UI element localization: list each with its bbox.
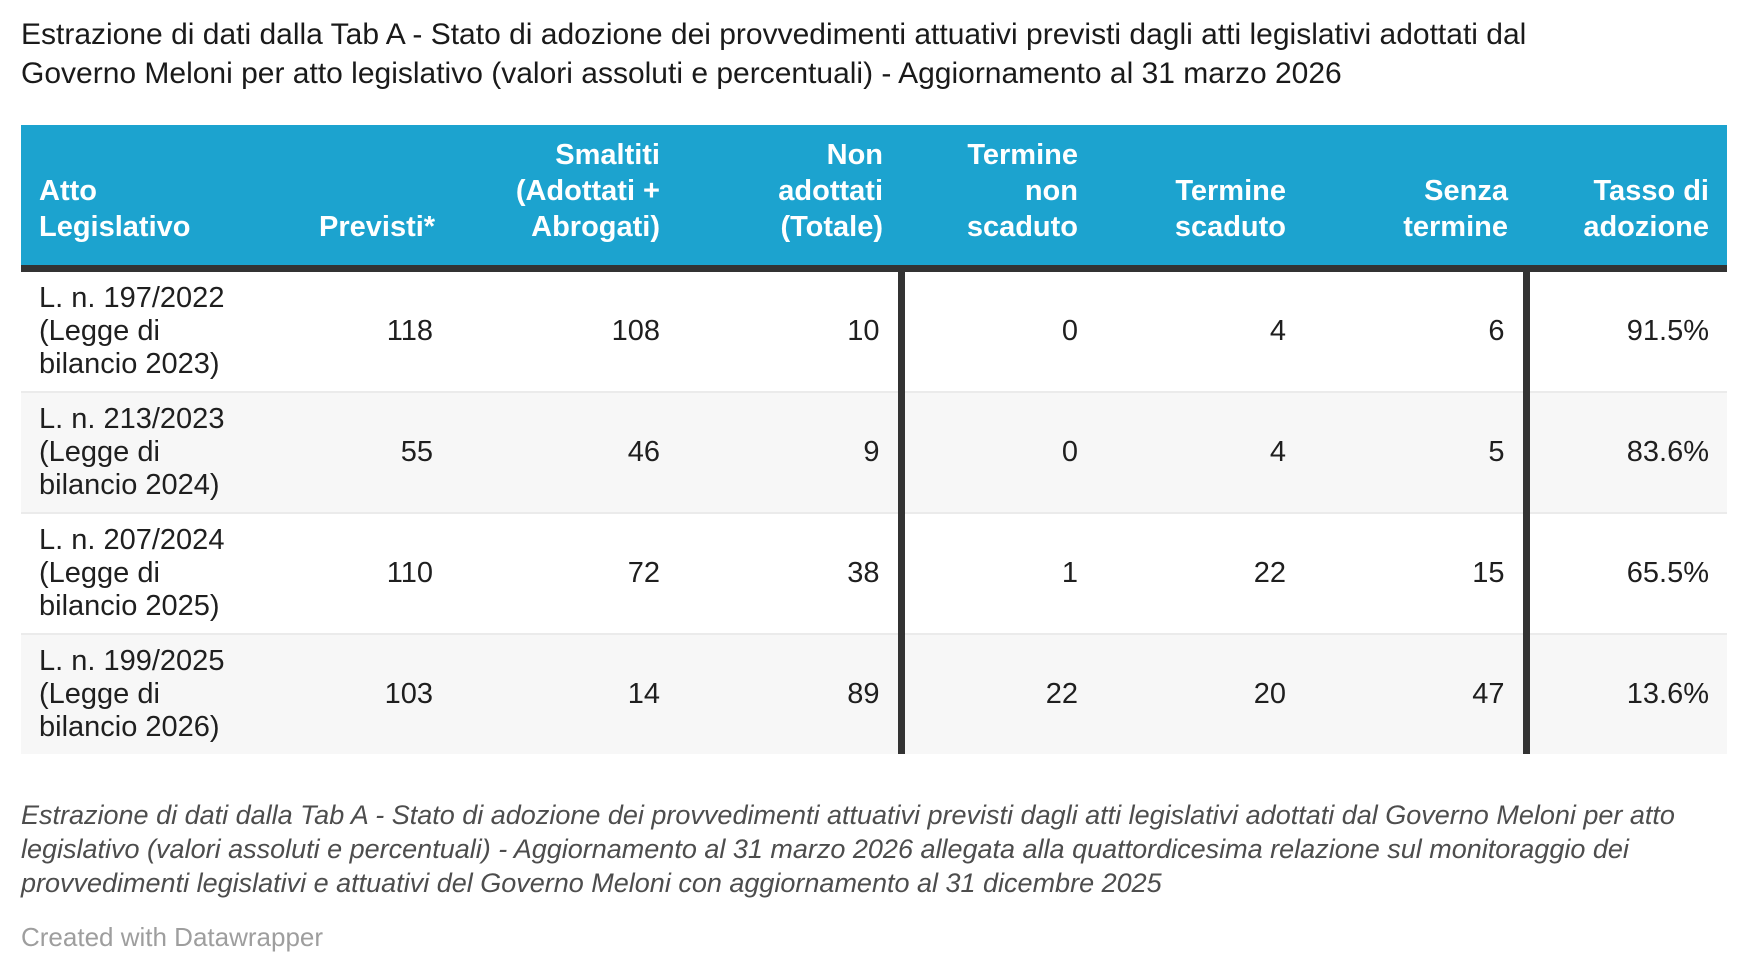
cell-non-adottati: 89 [678,633,905,754]
cell-previsti: 110 [301,512,451,634]
cell-atto-legislativo: L. n. 197/2022 (Legge di bilancio 2023) [39,282,225,380]
datawrapper-attribution-link[interactable]: Created with Datawrapper [21,922,324,952]
cell-non-adottati: 10 [678,268,905,392]
cell-atto-legislativo: L. n. 213/2023 (Legge di bilancio 2024) [21,391,301,513]
column-header-atto-legislativo: Atto Legislativo [21,125,301,272]
column-header-non-adottati: Non adottati (Totale) [678,125,901,272]
cell-non-adottati: 38 [678,512,905,634]
cell-termine-non-scaduto: 0 [1061,315,1078,347]
cell-non-adottati: 9 [678,391,905,513]
column-header-termine-non-scaduto: Termine non scaduto [901,125,1096,272]
cell-senza-termine: 47 [1304,633,1530,754]
column-header-previsti: Previsti* [301,125,451,272]
cell-tasso-di-adozione: 91.5% [1626,315,1709,347]
cell-termine-scaduto: 20 [1096,633,1304,754]
cell-atto-legislativo: L. n. 207/2024 (Legge di bilancio 2025) [21,512,301,634]
cell-atto-legislativo: L. n. 199/2025 (Legge di bilancio 2026) [21,633,301,754]
cell-termine-scaduto: 4 [1096,391,1304,513]
table-row: L. n. 197/2022 (Legge di bilancio 2023) … [21,268,1727,392]
data-table: Atto Legislativo Previsti* Smaltiti (Ado… [21,125,1727,754]
cell-tasso-di-adozione: 83.6% [1526,391,1727,513]
cell-previsti: 55 [301,391,451,513]
cell-smaltiti: 72 [451,512,678,634]
table-row: L. n. 199/2025 (Legge di bilancio 2026) … [21,633,1727,754]
column-header-tasso-di-adozione: Tasso di adozione [1526,125,1727,272]
cell-termine-scaduto: 22 [1096,512,1304,634]
cell-tasso-di-adozione: 65.5% [1526,512,1727,634]
cell-senza-termine: 5 [1304,391,1530,513]
cell-termine-scaduto: 4 [1269,315,1286,347]
cell-tasso-di-adozione: 13.6% [1526,633,1727,754]
footnote: Estrazione di dati dalla Tab A - Stato d… [21,800,1675,898]
cell-termine-non-scaduto: 0 [901,391,1096,513]
cell-smaltiti: 108 [611,315,660,347]
column-header-smaltiti: Smaltiti (Adottati + Abrogati) [451,125,678,272]
cell-previsti: 103 [301,633,451,754]
cell-senza-termine: 15 [1304,512,1530,634]
cell-previsti: 118 [386,315,433,347]
cell-senza-termine: 6 [1304,268,1530,392]
column-header-termine-scaduto: Termine scaduto [1096,125,1304,272]
cell-termine-non-scaduto: 22 [901,633,1096,754]
table-row: L. n. 207/2024 (Legge di bilancio 2025) … [21,512,1727,634]
chart-container: Estrazione di dati dalla Tab A - Stato d… [0,15,1748,953]
cell-termine-non-scaduto: 1 [901,512,1096,634]
table-row: L. n. 213/2023 (Legge di bilancio 2024) … [21,391,1727,513]
cell-smaltiti: 46 [451,391,678,513]
column-header-senza-termine: Senza termine [1304,125,1526,272]
cell-smaltiti: 14 [451,633,678,754]
page-title: Estrazione di dati dalla Tab A - Stato d… [21,18,1527,90]
table-header: Atto Legislativo Previsti* Smaltiti (Ado… [21,125,1727,272]
